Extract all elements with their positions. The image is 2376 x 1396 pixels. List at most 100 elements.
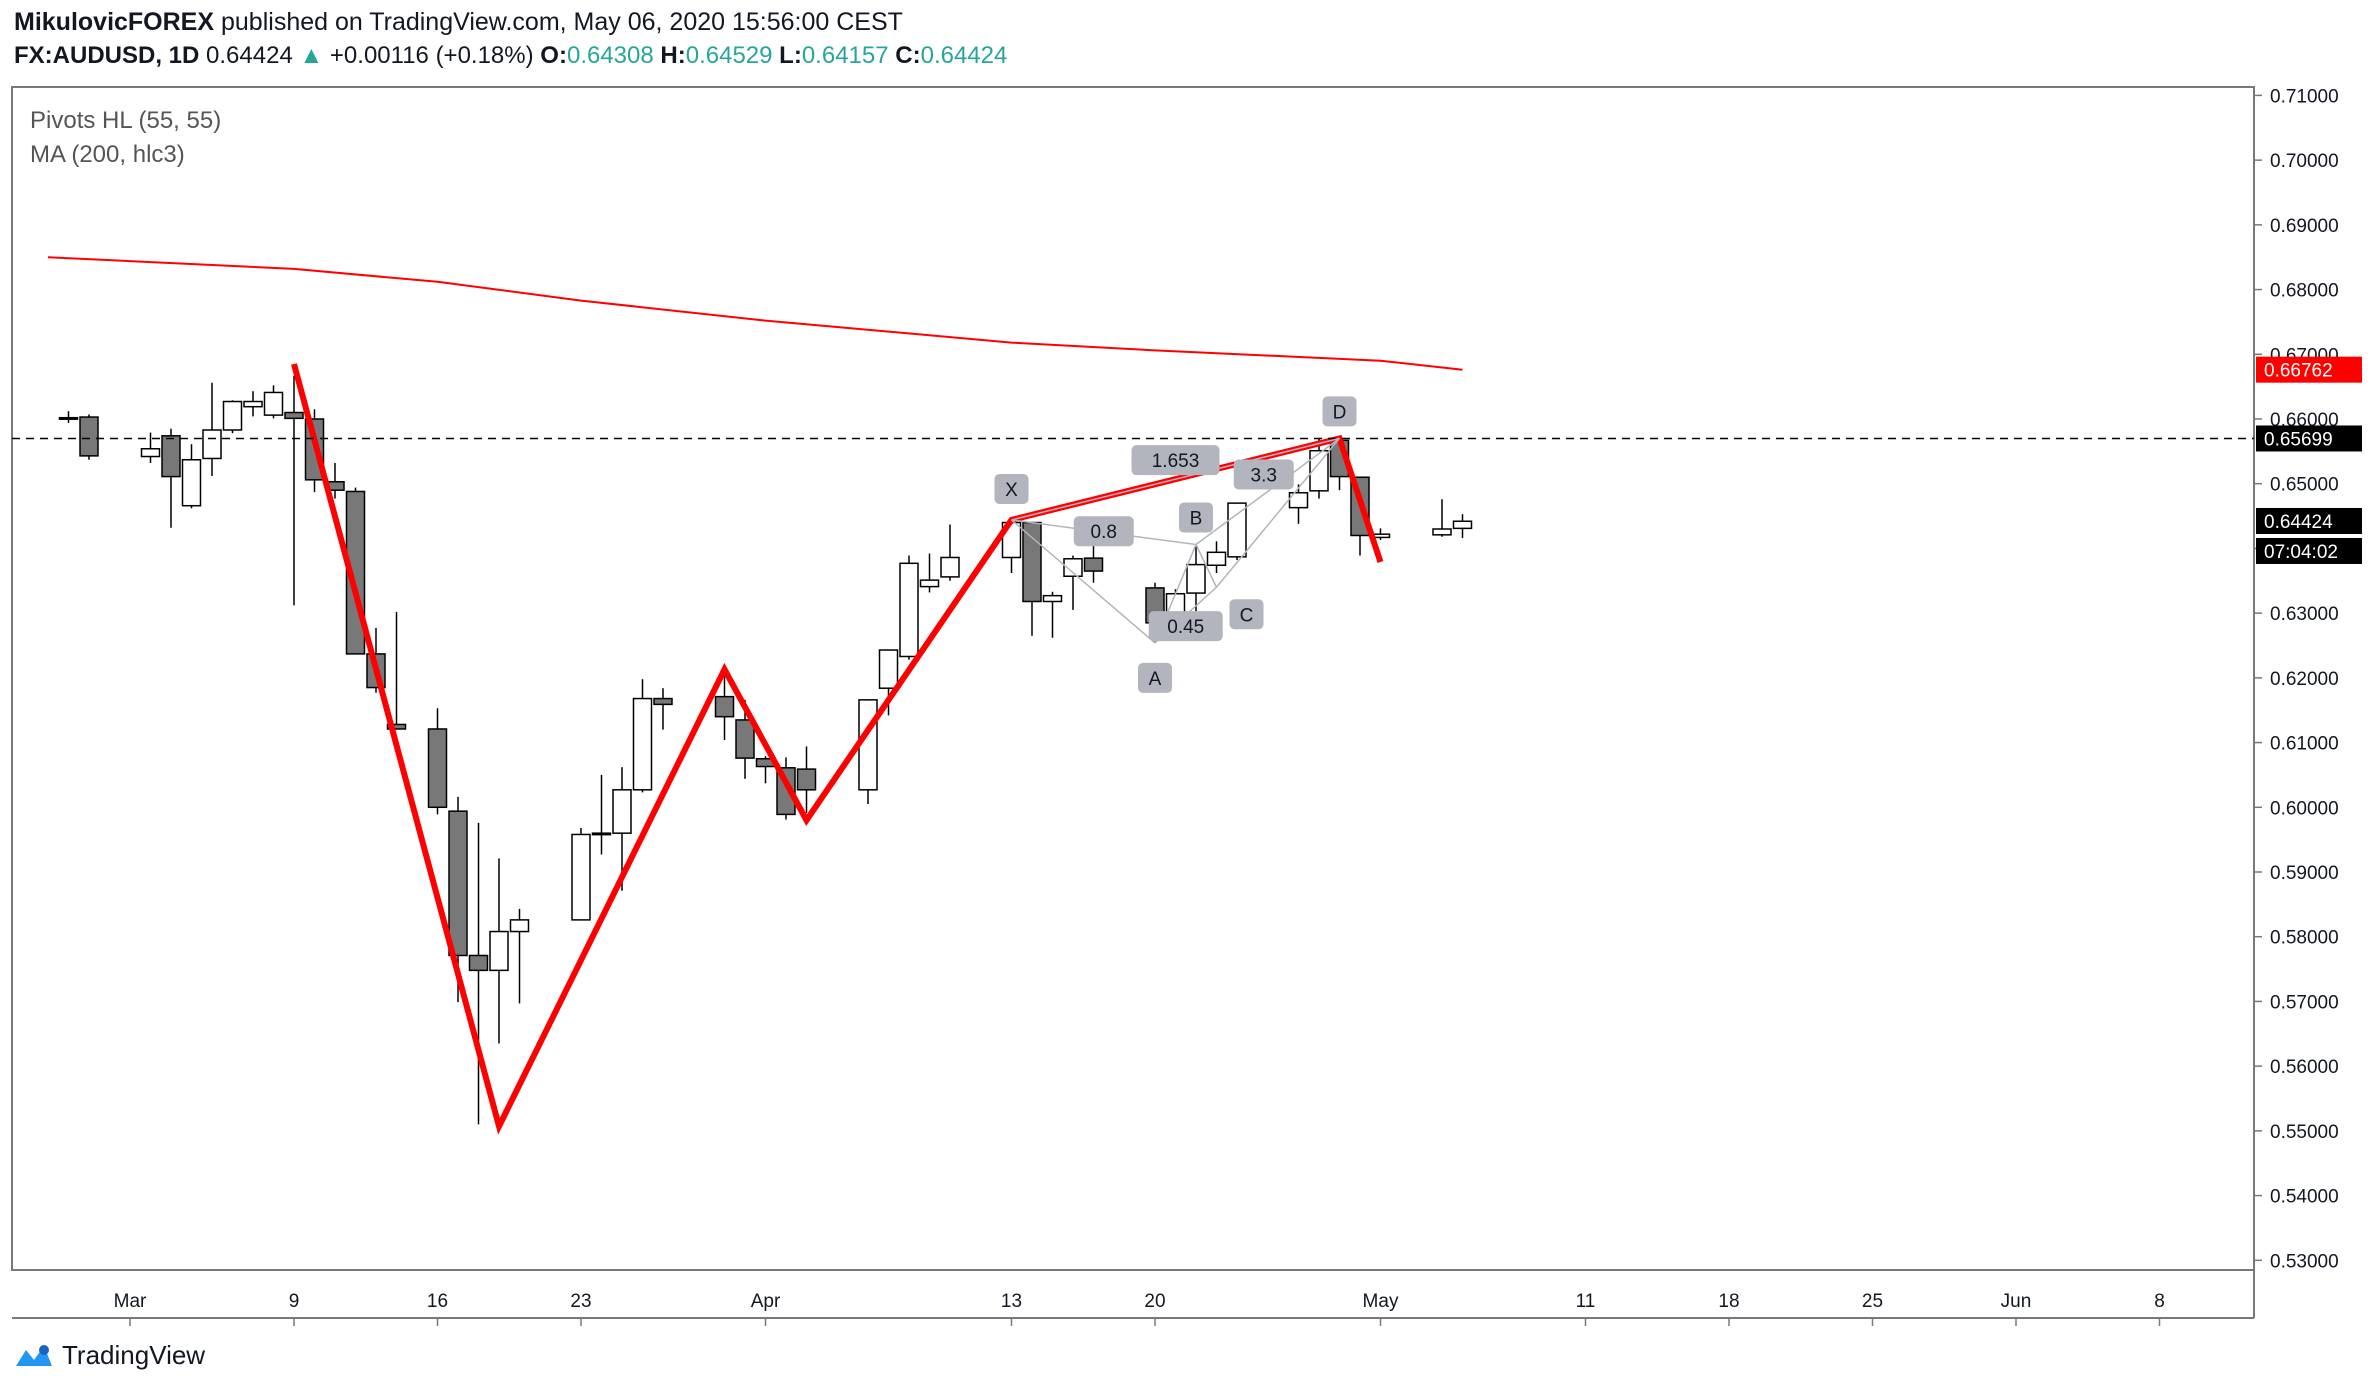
tradingview-logo-icon	[16, 1344, 52, 1366]
price-chart[interactable]: X A B C D 1.653 0.8 3.3 0.45 0.71000 0.70000 0.690…	[0, 0, 2376, 1330]
symbol[interactable]: FX:AUDUSD	[14, 42, 156, 69]
change: +0.00116 (+0.18%)	[329, 42, 534, 69]
candle-body[interactable]	[79, 416, 99, 457]
candle-body[interactable]	[1227, 502, 1247, 558]
candle-body[interactable]	[468, 954, 489, 972]
candle-body[interactable]	[489, 930, 509, 972]
candle-body[interactable]	[1288, 492, 1309, 509]
pattern-ratio-line-xd[interactable]	[1011, 437, 1340, 521]
pattern-ratio-label-bg	[1073, 516, 1134, 547]
candle-body[interactable]	[714, 695, 735, 718]
candle-body[interactable]	[181, 459, 202, 507]
candle-body[interactable]	[653, 697, 673, 706]
candle-body[interactable]	[571, 833, 591, 921]
x-tick-label: 8	[2154, 1291, 2165, 1312]
candle-body[interactable]	[202, 429, 222, 460]
candle-body[interactable]	[940, 556, 960, 578]
candle-body[interactable]	[263, 391, 284, 416]
candle-body[interactable]	[919, 579, 940, 588]
candle-body[interactable]	[1432, 528, 1452, 536]
candle-body[interactable]	[878, 649, 899, 689]
candle-body[interactable]	[1042, 594, 1063, 603]
pattern-point-label-bg	[994, 473, 1029, 504]
x-tick-label: 25	[1862, 1291, 1883, 1312]
pattern-ratio-label[interactable]: 3.3	[1251, 465, 1277, 486]
price-axis-label[interactable]: 0.64424	[2264, 512, 2333, 533]
y-tick-label: 0.68000	[2270, 281, 2339, 302]
x-tick-label: Apr	[751, 1291, 781, 1312]
candle-body[interactable]	[243, 400, 263, 408]
pattern-leg-xa[interactable]	[1011, 519, 1156, 644]
price-axis-label[interactable]: 0.66762	[2264, 361, 2333, 382]
y-tick-label: 0.53000	[2270, 1251, 2339, 1272]
indicator-pivots[interactable]: Pivots HL (55, 55)	[30, 107, 221, 134]
candle-body[interactable]	[386, 723, 407, 730]
candle-body[interactable]	[161, 435, 181, 478]
pattern-ratio-label[interactable]: 0.45	[1167, 617, 1204, 638]
candle-body[interactable]	[632, 697, 653, 791]
low-value: 0.64157	[801, 42, 889, 69]
plot-area[interactable]	[11, 86, 2255, 1271]
x-tick-label: 16	[427, 1291, 448, 1312]
y-tick-label: 0.59000	[2270, 863, 2339, 884]
candle-body[interactable]	[1022, 521, 1042, 603]
candle-body[interactable]	[591, 832, 612, 836]
countdown-bg	[2256, 537, 2362, 564]
candle-body[interactable]	[284, 411, 304, 420]
up-arrow-icon: ▲	[299, 42, 324, 69]
last-price: 0.64424	[206, 42, 293, 69]
pattern-ratio-label-bg	[1148, 611, 1223, 642]
candle-body[interactable]	[1186, 563, 1206, 594]
close-value: 0.64424	[920, 42, 1008, 69]
price-axis-label[interactable]: 0.65699	[2264, 429, 2333, 450]
author-name[interactable]: MikulovicFOREX	[14, 8, 215, 36]
pattern-point-label[interactable]: B	[1190, 509, 1203, 530]
candle-body[interactable]	[735, 719, 755, 759]
candle-body[interactable]	[222, 400, 243, 431]
high-value: 0.64529	[685, 42, 773, 69]
y-tick-label: 0.56000	[2270, 1057, 2339, 1078]
x-tick-label: May	[1363, 1291, 1399, 1312]
pattern-point-label-bg	[1322, 396, 1357, 427]
y-tick-label: 0.54000	[2270, 1187, 2339, 1208]
candle-body[interactable]	[1309, 449, 1329, 492]
pattern-ratio-label[interactable]: 0.8	[1091, 522, 1117, 543]
candle-body[interactable]	[899, 562, 919, 658]
candle-body[interactable]	[1083, 557, 1104, 572]
footer-brand[interactable]: TradingView	[14, 1340, 205, 1371]
publish-info: MikulovicFOREX published on TradingView.…	[14, 8, 903, 37]
pattern-point-label[interactable]: X	[1005, 480, 1018, 501]
candle-body[interactable]	[1063, 558, 1083, 577]
candle-body[interactable]	[612, 789, 632, 834]
candle-body[interactable]	[58, 416, 79, 420]
open-label: O:	[540, 42, 567, 69]
candle-body[interactable]	[509, 919, 530, 933]
x-tick-label: 11	[1576, 1291, 1596, 1312]
pattern-leg-cd[interactable]	[1215, 437, 1341, 588]
candle-body[interactable]	[1206, 551, 1227, 566]
candle-body[interactable]	[1452, 520, 1473, 530]
x-tick-label: 13	[1001, 1291, 1022, 1312]
candle-body[interactable]	[858, 699, 878, 791]
interval: 1D	[168, 42, 200, 69]
pattern-point-label[interactable]: D	[1333, 402, 1347, 423]
pivot-zigzag-line[interactable]	[291, 363, 1384, 1135]
pattern-point-label[interactable]: A	[1149, 669, 1162, 690]
indicator-ma[interactable]: MA (200, hlc3)	[30, 141, 185, 168]
pattern-ratio-label-bg	[1233, 459, 1294, 490]
pattern-point-label[interactable]: C	[1240, 605, 1254, 626]
candle-body[interactable]	[448, 810, 468, 957]
x-tick-label: Jun	[2001, 1291, 2032, 1312]
moving-average-line[interactable]	[47, 256, 1463, 371]
low-label: L:	[779, 42, 802, 69]
y-tick-label: 0.70000	[2270, 151, 2339, 172]
pattern-ratio-label[interactable]: 1.653	[1152, 451, 1200, 472]
candle-body[interactable]	[796, 768, 817, 791]
pattern-ratio-line-bd[interactable]	[1195, 437, 1340, 546]
x-tick-label: Mar	[114, 1291, 147, 1312]
candle-body[interactable]	[140, 448, 161, 458]
y-tick-label: 0.61000	[2270, 734, 2339, 755]
candle-body[interactable]	[427, 728, 448, 809]
pattern-leg-bc[interactable]	[1195, 544, 1218, 588]
y-tick-label: 0.69000	[2270, 216, 2339, 237]
